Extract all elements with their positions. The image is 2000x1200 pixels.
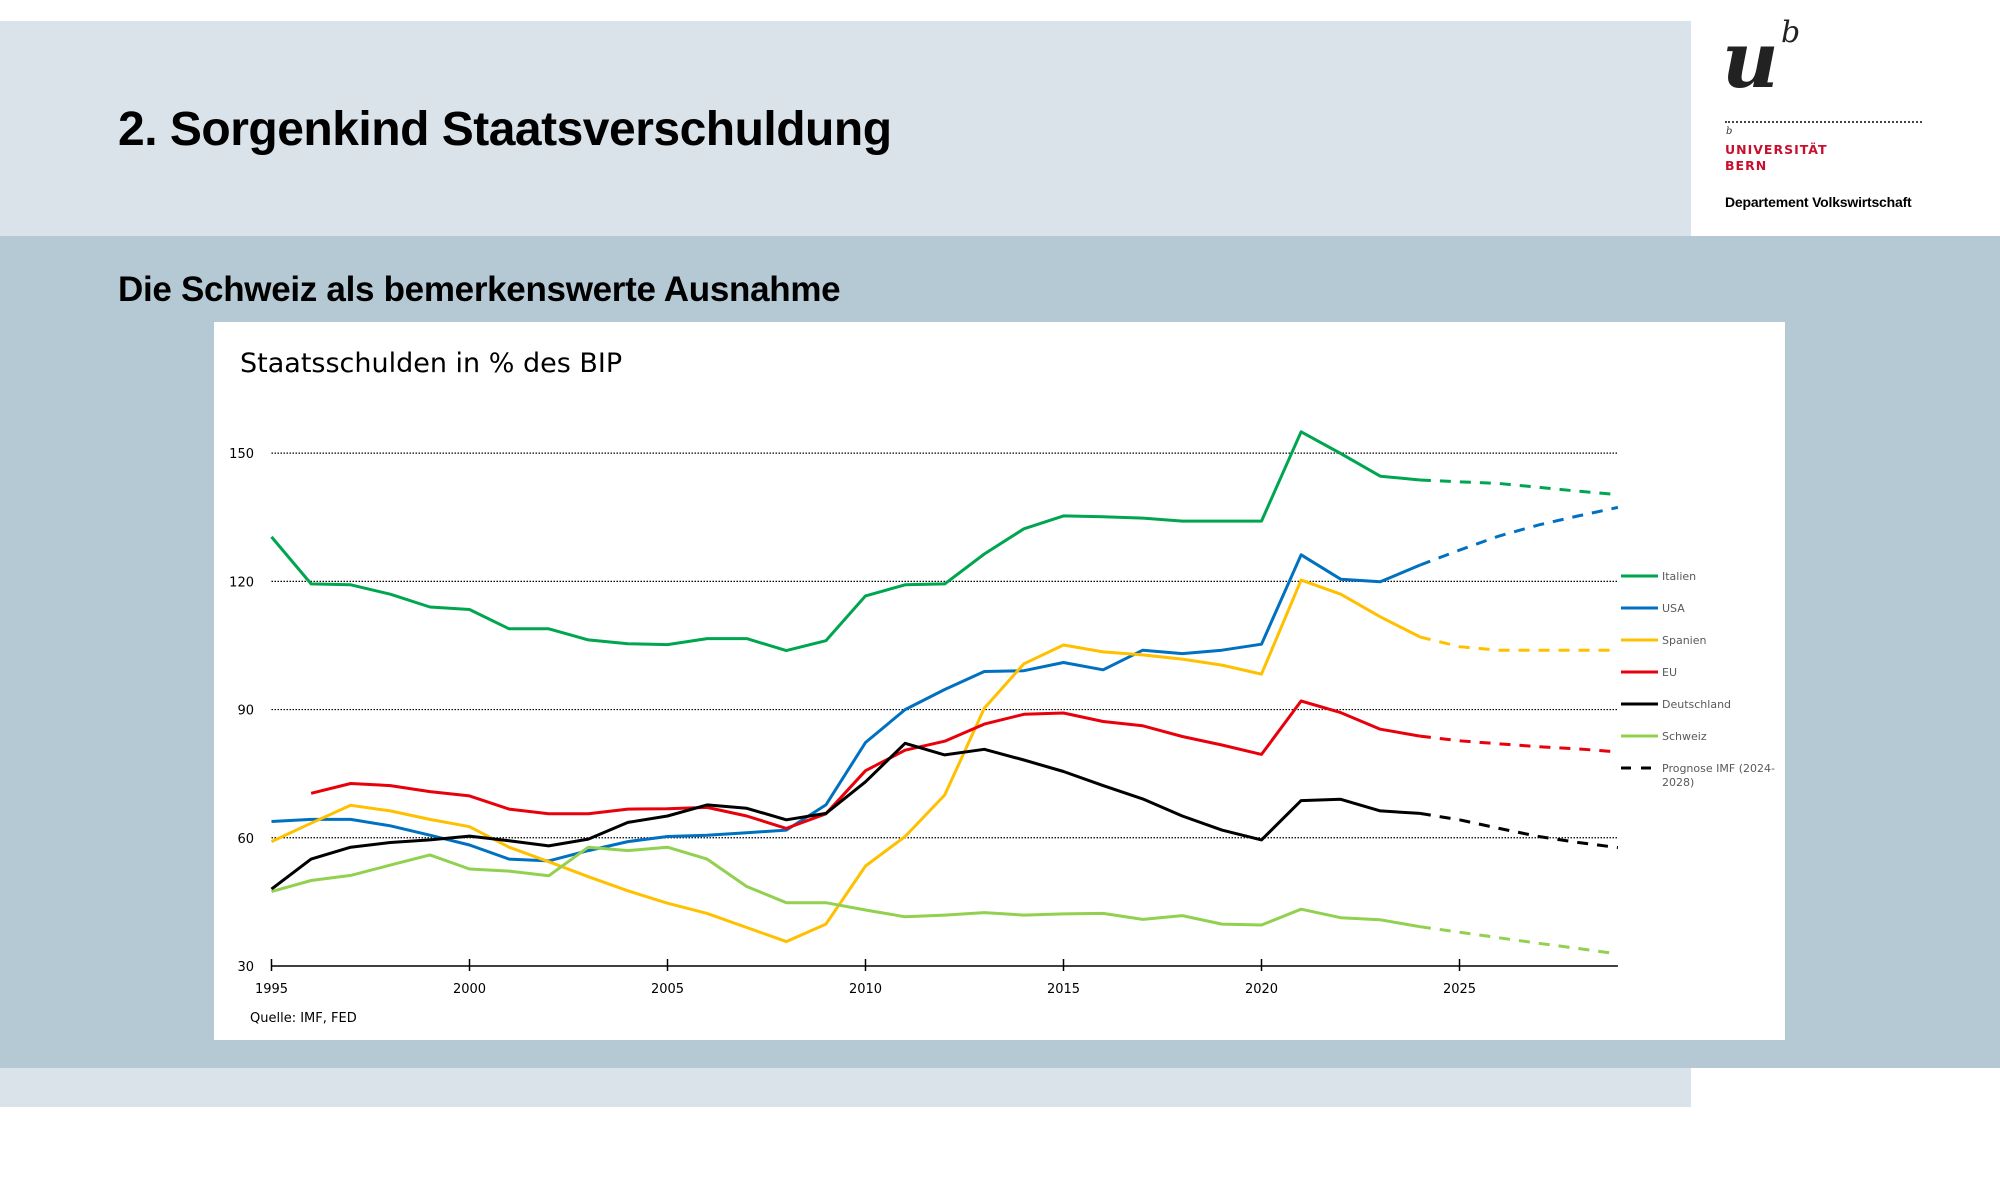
slide-title: 2. Sorgenkind Staatsverschuldung: [118, 103, 892, 156]
slide-subtitle: Die Schweiz als bemerkenswerte Ausnahme: [118, 270, 841, 309]
header-band: [0, 21, 1691, 236]
legend-label-deutschland: Deutschland: [1662, 698, 1731, 711]
logo-u-icon: u: [1722, 15, 1779, 106]
y-axis-labels: 30 60 90 120 150: [229, 447, 254, 975]
series-line-spanien: [270, 578, 1421, 944]
university-name-line2: BERN: [1725, 158, 1768, 173]
forecast-line-usa: [1419, 505, 1619, 567]
logo-small-b: b: [1726, 126, 1733, 137]
logo-divider: [1725, 121, 1922, 123]
x-axis: [270, 959, 1618, 971]
series-lines: [270, 430, 1619, 956]
y-tick-label-60: 60: [237, 832, 254, 847]
chart-panel: Staatsschulden in % des BIP 30 60 90 120 150…: [214, 322, 1785, 1040]
legend: Italien USA Spanien EU Deutschland Schweiz Pro…: [1621, 570, 1775, 789]
legend-label-spanien: Spanien: [1662, 634, 1707, 647]
legend-label-forecast-line2: 2028): [1662, 776, 1694, 789]
legend-label-schweiz: Schweiz: [1662, 730, 1707, 743]
x-tick-label-2025: 2025: [1443, 982, 1476, 997]
x-tick-label-2015: 2015: [1047, 982, 1080, 997]
legend-label-usa: USA: [1662, 602, 1685, 615]
source-note: Quelle: IMF, FED: [250, 1011, 357, 1026]
footer-band: [0, 1068, 1691, 1107]
x-tick-label-2005: 2005: [651, 982, 684, 997]
forecast-line-eu: [1419, 734, 1619, 754]
x-tick-label-2020: 2020: [1245, 982, 1278, 997]
university-name: UNIVERSITÄT BERN: [1725, 142, 1828, 174]
x-tick-label-2010: 2010: [849, 982, 882, 997]
legend-label-eu: EU: [1662, 666, 1677, 679]
department-name: Departement Volkswirtschaft: [1725, 194, 1912, 210]
series-line-schweiz: [271, 845, 1421, 929]
y-tick-label-120: 120: [229, 575, 254, 590]
logo-b-icon: b: [1781, 15, 1801, 50]
forecast-line-deutschland: [1419, 811, 1619, 850]
legend-label-forecast-line1: Prognose IMF (2024-: [1662, 762, 1775, 775]
x-tick-label-2000: 2000: [453, 982, 486, 997]
forecast-line-schweiz: [1419, 925, 1619, 956]
x-axis-labels: 1995 2000 2005 2010 2015 2020 2025: [255, 982, 1476, 997]
university-name-line1: UNIVERSITÄT: [1725, 142, 1828, 157]
gridlines: [271, 452, 1618, 839]
series-line-usa: [271, 553, 1421, 863]
y-tick-label-90: 90: [237, 704, 254, 719]
y-tick-label-30: 30: [237, 960, 254, 975]
legend-label-italien: Italien: [1662, 570, 1696, 583]
forecast-line-italien: [1419, 478, 1619, 497]
chart-title: Staatsschulden in % des BIP: [240, 348, 622, 379]
series-line-deutschland: [270, 741, 1420, 891]
forecast-line-spanien: [1419, 635, 1618, 652]
y-tick-label-150: 150: [229, 447, 254, 462]
debt-line-chart: Staatsschulden in % des BIP 30 60 90 120 150…: [229, 348, 1775, 1026]
series-line-eu: [310, 699, 1421, 830]
x-tick-label-1995: 1995: [255, 982, 288, 997]
series-line-italien: [270, 430, 1421, 653]
